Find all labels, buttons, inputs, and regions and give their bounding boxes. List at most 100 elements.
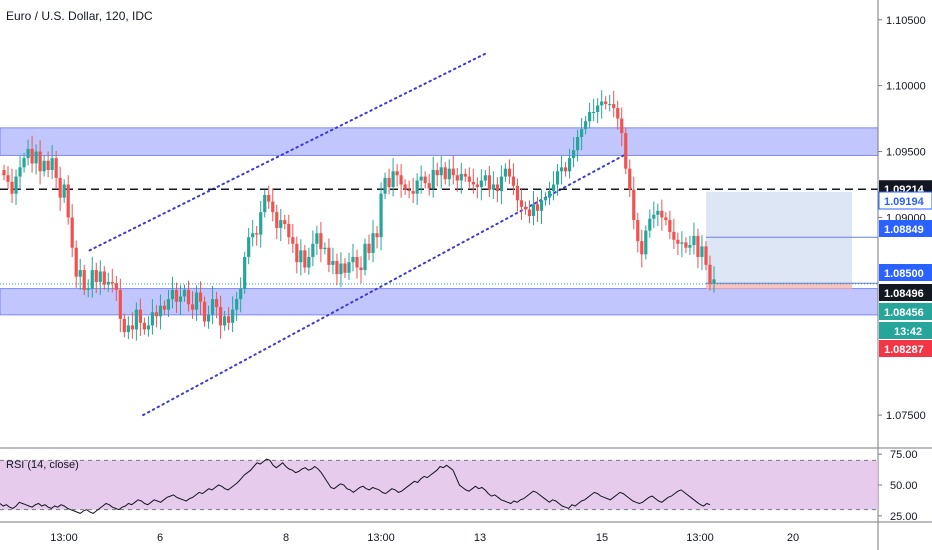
price-badge-label: 1.08849 — [884, 224, 924, 236]
candle-body — [704, 246, 708, 265]
candle-body — [660, 210, 664, 218]
candle-body — [10, 181, 14, 194]
candle-body — [596, 105, 600, 112]
candle-body — [455, 175, 459, 181]
candle-body — [676, 239, 680, 244]
candle-body — [30, 148, 34, 164]
price-badge-bg — [879, 220, 932, 237]
candle-body — [154, 312, 159, 317]
candle-body — [6, 175, 10, 182]
candle-body — [166, 299, 171, 310]
candle-body — [130, 325, 134, 330]
candle-body — [471, 181, 475, 185]
candle-body — [247, 237, 251, 257]
candle-body — [363, 243, 367, 271]
candle-body — [118, 289, 122, 319]
candle-body — [138, 309, 142, 323]
candle-body — [134, 309, 138, 330]
price-badge-label: 1.08456 — [884, 307, 924, 319]
candle-body — [527, 209, 532, 217]
price-tick-label: 1.09500 — [886, 147, 926, 159]
candle-body — [451, 168, 455, 176]
candle-body — [114, 283, 118, 290]
candle-body — [664, 217, 668, 221]
candle-body — [684, 242, 688, 248]
candle-body — [219, 307, 223, 326]
candle-body — [507, 168, 512, 177]
candle-body — [531, 204, 536, 217]
candle-body — [692, 235, 696, 246]
candle-body — [668, 220, 672, 232]
candle-body — [600, 101, 604, 106]
candle-body — [251, 233, 255, 238]
candle-body — [26, 148, 30, 159]
support-resistance-zone — [0, 127, 879, 156]
candle-body — [158, 305, 163, 317]
price-badge-target: 1.08849 — [879, 220, 932, 237]
candle-body — [523, 206, 528, 210]
candle-body — [347, 262, 351, 273]
candle-body — [391, 171, 395, 188]
price-badge-bg — [879, 340, 932, 357]
candle-body — [239, 288, 243, 300]
candle-body — [287, 224, 291, 238]
candle-body — [592, 112, 596, 113]
candle-body — [170, 289, 175, 300]
candle-body — [150, 312, 155, 326]
candle-body — [371, 233, 375, 253]
candle-body — [178, 296, 183, 302]
candle-body — [567, 158, 572, 172]
candle-body — [126, 325, 130, 333]
candle-body — [515, 185, 520, 201]
chart-title: Euro / U.S. Dollar, 120, IDC — [6, 9, 153, 23]
candle-body — [275, 212, 279, 228]
candle-body — [379, 193, 383, 238]
candle-body — [210, 299, 215, 315]
candle-body — [415, 180, 419, 194]
candle-body — [186, 289, 191, 305]
candle-body — [636, 220, 640, 242]
candle-body — [303, 250, 307, 268]
candle-body — [576, 137, 580, 151]
candle-body — [311, 243, 315, 257]
candle-body — [331, 260, 335, 265]
candle-body — [539, 200, 544, 211]
candle-body — [38, 151, 42, 172]
candle-body — [555, 171, 560, 185]
candle-body — [652, 214, 656, 219]
candle-body — [291, 237, 295, 244]
rsi-tick-label: 25.00 — [890, 511, 918, 523]
candle-body — [271, 201, 275, 213]
price-badge-label: 1.09194 — [884, 196, 925, 208]
candle-body — [399, 175, 403, 185]
candle-body — [612, 104, 616, 109]
candle-body — [50, 158, 54, 170]
candle-body — [632, 189, 636, 221]
candle-body — [122, 318, 126, 333]
candle-body — [146, 325, 151, 330]
price-badge-label: 1.08496 — [884, 288, 924, 300]
candle-body — [551, 184, 556, 192]
candle-body — [86, 288, 90, 290]
rsi-label: RSI (14, close) — [6, 459, 79, 471]
support-resistance-zone — [0, 288, 879, 316]
candle-body — [712, 279, 716, 284]
candle-body — [198, 292, 203, 302]
candle-body — [227, 316, 231, 323]
candle-body — [190, 304, 195, 310]
candle-body — [255, 233, 259, 235]
candle-body — [299, 250, 303, 263]
candle-body — [644, 230, 648, 255]
candle-body — [563, 167, 568, 172]
candle-body — [54, 158, 58, 178]
candle-body — [315, 233, 319, 244]
candle-body — [78, 270, 82, 277]
candle-body — [616, 108, 620, 119]
candle-body — [74, 247, 78, 277]
candle-body — [58, 177, 62, 198]
rsi-tick-label: 75.00 — [890, 449, 918, 461]
candle-body — [90, 270, 94, 289]
candle-body — [367, 243, 371, 253]
candle-body — [620, 118, 624, 134]
